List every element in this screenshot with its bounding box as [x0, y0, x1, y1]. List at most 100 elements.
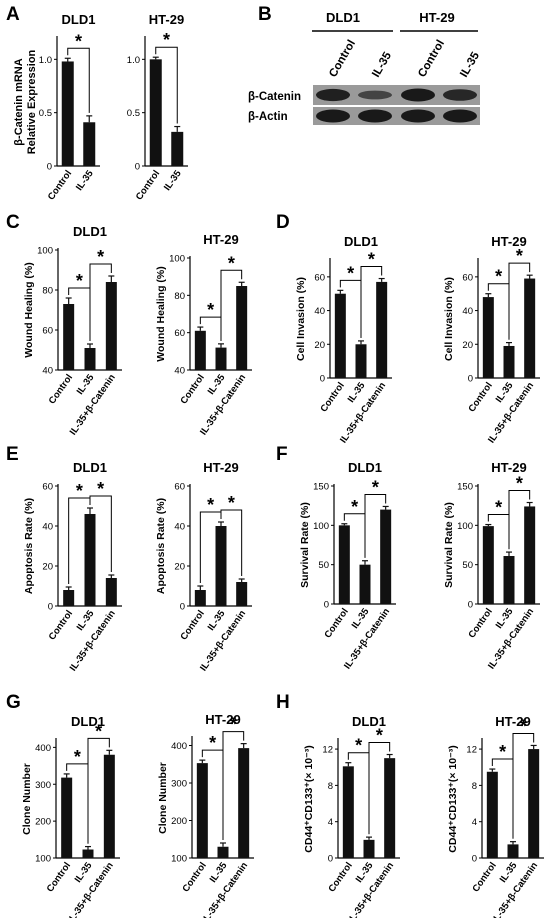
- x-tick-label: Control: [318, 380, 346, 414]
- significance-star: *: [230, 715, 237, 735]
- significance-bracket: [360, 266, 383, 338]
- y-tick-label: 100: [37, 246, 53, 257]
- significance-bracket: [67, 47, 90, 113]
- significance-star: *: [520, 716, 527, 736]
- significance-star: *: [74, 747, 81, 767]
- x-tick-label: Control: [46, 168, 74, 202]
- bar-il35catenin: [105, 282, 117, 370]
- y-tick-label: 0: [468, 374, 473, 385]
- y-tick-label: 50: [318, 560, 329, 571]
- bar-il35: [84, 514, 96, 606]
- bar-il35catenin: [376, 281, 388, 378]
- panel-letter-b: B: [258, 4, 272, 25]
- panel-letter-e: E: [6, 444, 19, 465]
- blot-band: [316, 88, 350, 102]
- significance-bracket: [512, 732, 535, 839]
- y-tick-label: 300: [35, 780, 51, 791]
- x-tick-label: Control: [45, 860, 73, 894]
- y-tick-label: 20: [462, 340, 473, 351]
- panel-letter-h: H: [276, 692, 290, 713]
- bar-il35: [507, 844, 519, 858]
- bar-control: [61, 61, 74, 166]
- y-tick-label: 100: [171, 854, 187, 865]
- y-tick-label: 60: [174, 482, 185, 493]
- bar-il35catenin: [236, 582, 248, 606]
- y-tick-label: 200: [35, 817, 51, 828]
- bar-il35catenin: [236, 286, 248, 370]
- bar-control: [482, 526, 494, 604]
- significance-bracket: [87, 737, 110, 844]
- blot-strip-catenin: [313, 85, 480, 105]
- significance-bracket: [155, 46, 178, 124]
- chart-title: HT-29: [491, 460, 526, 475]
- bar-il35: [84, 348, 96, 370]
- y-tick-label: 200: [171, 816, 187, 827]
- y-tick-label: 40: [462, 306, 473, 317]
- blot-band: [401, 109, 435, 123]
- y-tick-label: 0: [320, 374, 325, 385]
- significance-star: *: [97, 479, 104, 499]
- significance-bracket: [508, 262, 531, 340]
- y-tick-label: 100: [457, 521, 473, 532]
- y-tick-label: 0: [135, 162, 140, 173]
- y-axis-label: β-Catenin mRNA: [13, 58, 25, 145]
- x-tick-label: Control: [178, 608, 206, 642]
- bar-il35: [503, 556, 515, 604]
- y-axis-label: Wound Healing (%): [155, 266, 167, 361]
- significance-bracket: [368, 742, 391, 835]
- significance-star: *: [97, 247, 104, 267]
- y-tick-label: 60: [42, 326, 53, 337]
- significance-bracket: [89, 495, 112, 572]
- significance-star: *: [209, 733, 216, 753]
- y-tick-label: 0: [48, 602, 53, 613]
- x-tick-label: Control: [47, 608, 75, 642]
- y-tick-label: 150: [457, 482, 473, 493]
- x-tick-label: Control: [180, 860, 208, 894]
- bar-il35catenin: [380, 509, 392, 604]
- chart-title: HT-29: [203, 460, 238, 475]
- bar-control: [61, 777, 73, 858]
- bar-control: [63, 304, 75, 370]
- y-tick-label: 40: [174, 522, 185, 533]
- significance-star: *: [355, 736, 362, 756]
- blot-lane-label: Control: [416, 38, 447, 79]
- x-tick-label: IL-35: [74, 168, 96, 193]
- blot-band: [443, 109, 477, 123]
- y-axis-label: Cell Invasion (%): [443, 277, 455, 361]
- y-tick-label: 100: [35, 854, 51, 865]
- bar-il35catenin: [528, 749, 540, 858]
- y-tick-label: 50: [462, 560, 473, 571]
- bar-il35: [503, 345, 515, 378]
- x-tick-label: Control: [466, 606, 494, 640]
- chart-title: HT-29: [491, 234, 526, 249]
- y-tick-label: 20: [174, 562, 185, 573]
- chart-title: DLD1: [73, 460, 107, 475]
- y-axis-label: CD44⁺CD133⁺(× 10⁻³): [303, 745, 315, 852]
- chart-title: HT-29: [495, 714, 530, 729]
- bar-il35: [171, 131, 184, 166]
- y-axis-label: Apoptosis Rate (%): [23, 498, 35, 594]
- significance-bracket: [89, 263, 112, 341]
- bar-control: [482, 297, 494, 378]
- significance-star: *: [76, 271, 83, 291]
- significance-star: *: [76, 481, 83, 501]
- significance-star: *: [207, 300, 214, 320]
- y-tick-label: 60: [174, 328, 185, 339]
- bar-control: [196, 763, 208, 858]
- chart-title: HT-29: [205, 712, 240, 727]
- y-tick-label: 400: [171, 741, 187, 752]
- significance-bracket: [220, 269, 243, 341]
- bar-il35catenin: [384, 758, 396, 858]
- bar-il35catenin: [105, 578, 117, 606]
- y-tick-label: 0: [468, 600, 473, 611]
- significance-star: *: [372, 477, 379, 497]
- panel-letter-c: C: [6, 212, 20, 233]
- bar-il35catenin: [238, 748, 250, 858]
- blot-band: [401, 88, 435, 102]
- significance-star: *: [347, 263, 354, 283]
